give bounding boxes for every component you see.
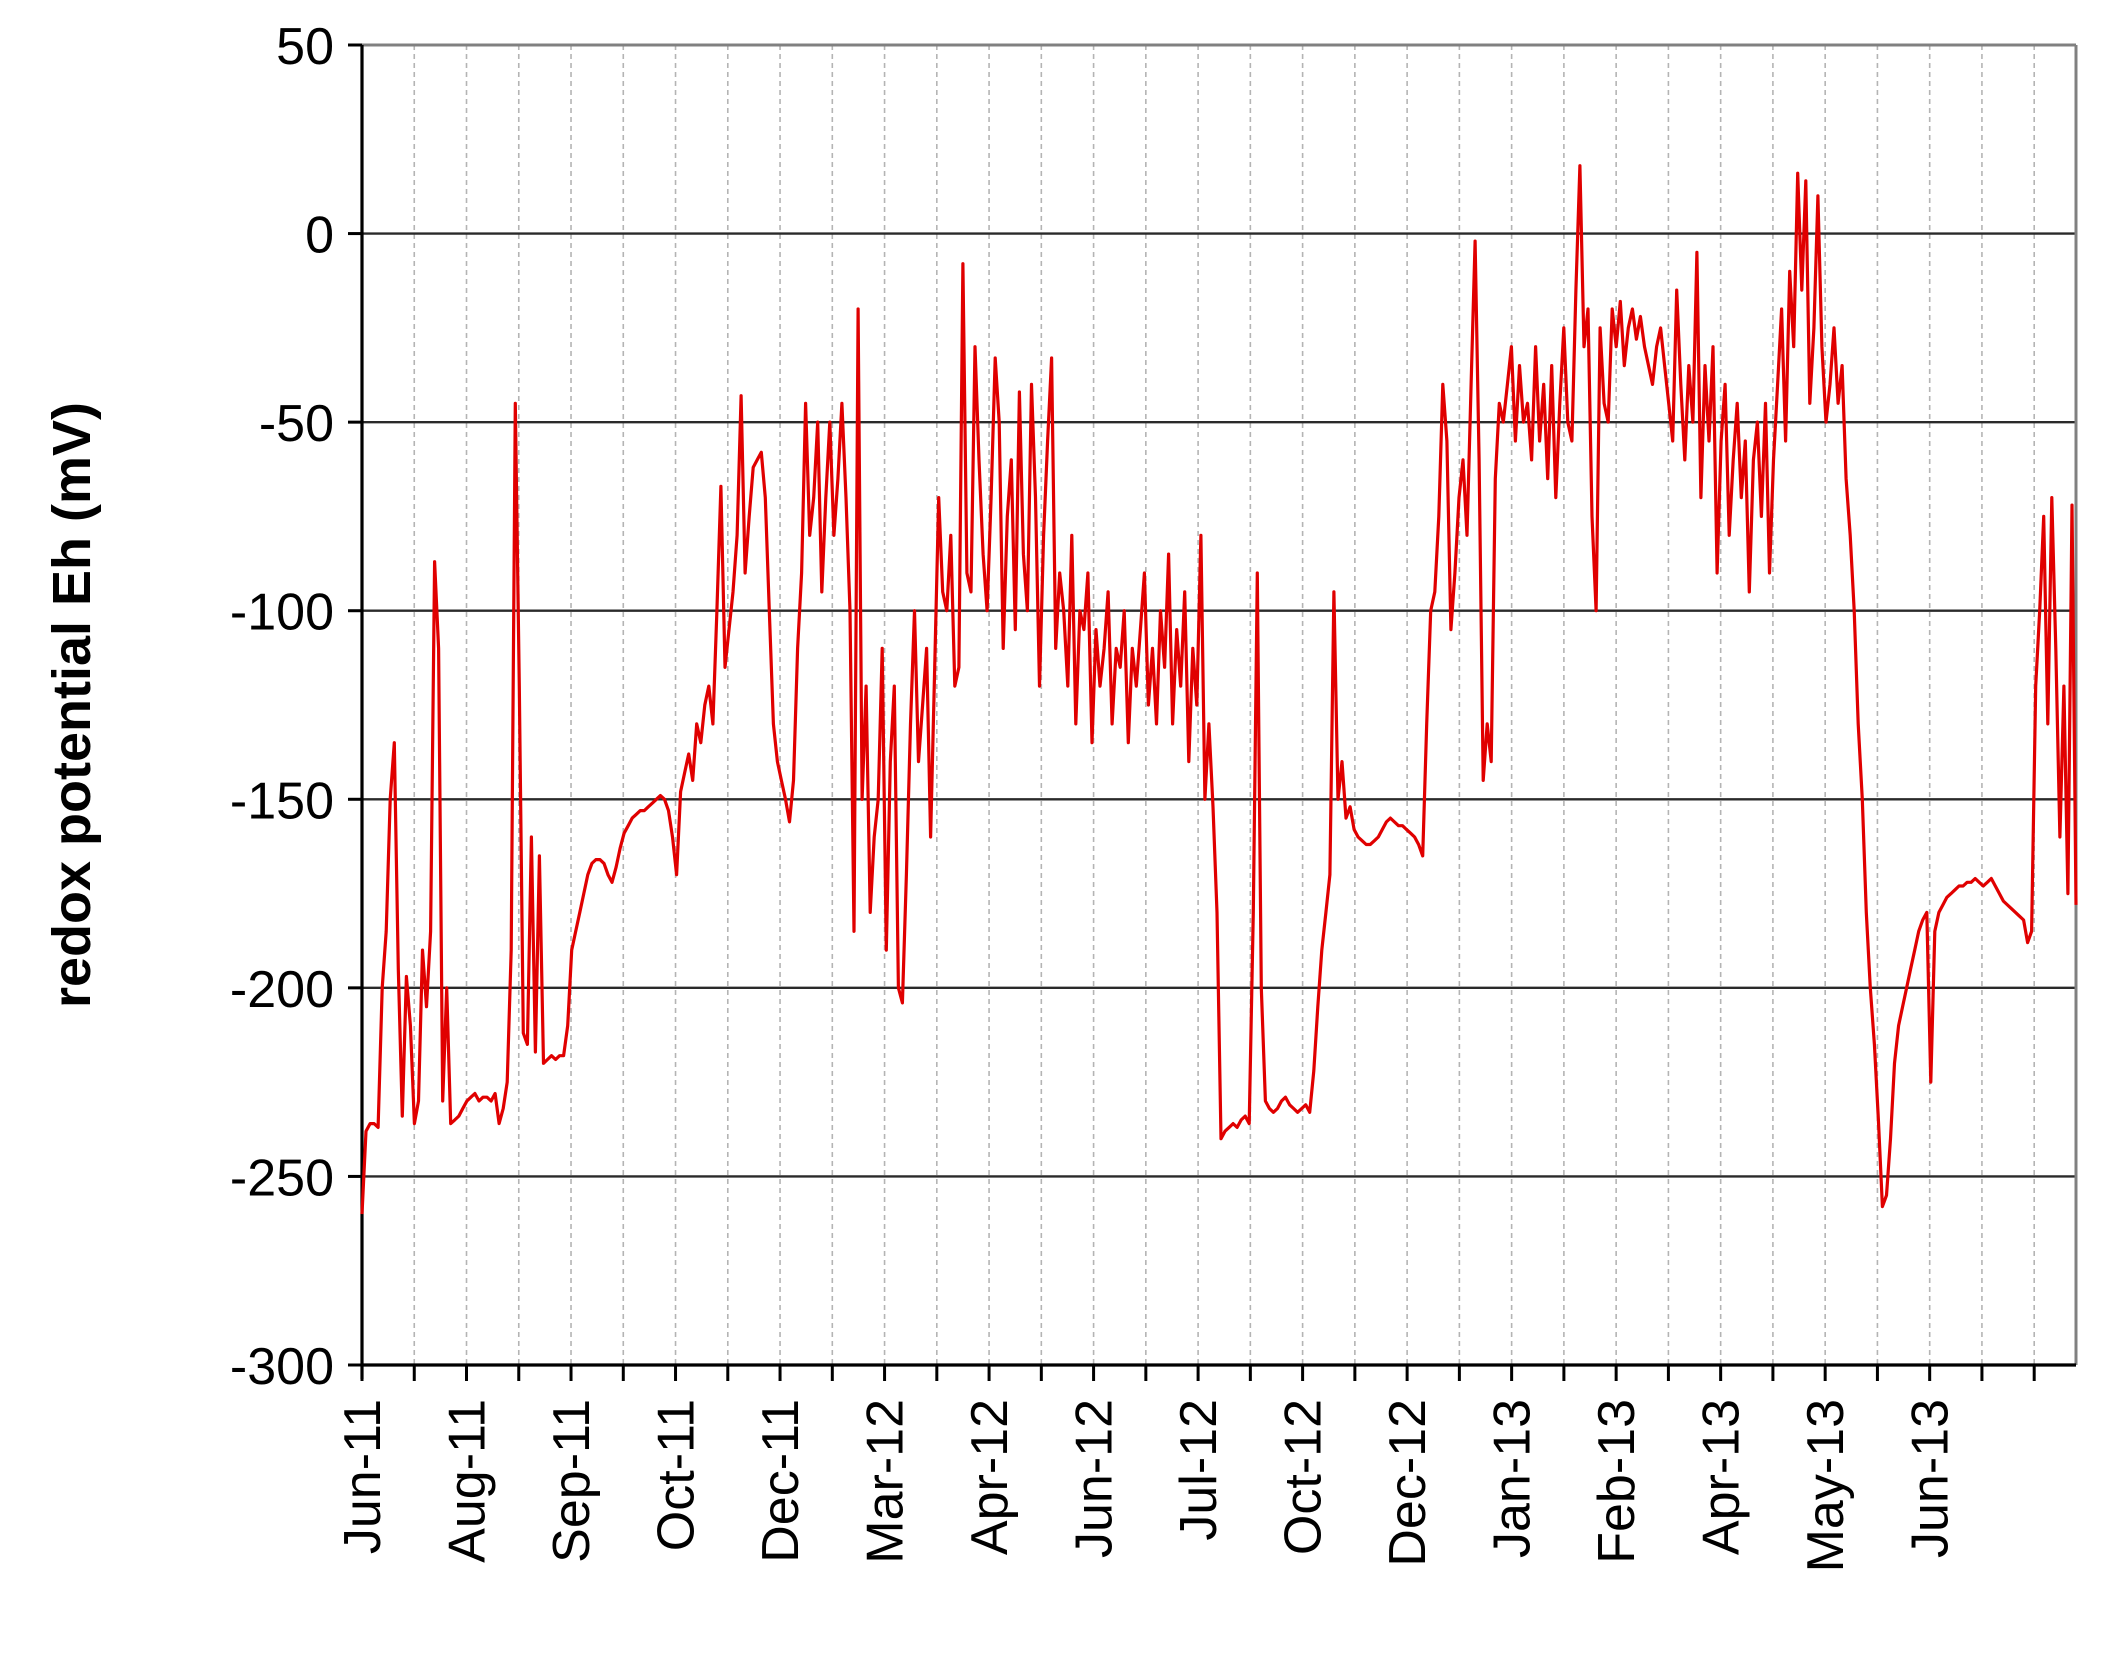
y-tick-label: -300 bbox=[230, 1338, 334, 1396]
y-axis-title: redox potential Eh (mV) bbox=[42, 402, 102, 1008]
x-tick-label: Jun-12 bbox=[1066, 1399, 1124, 1558]
x-tick-label: Jun-11 bbox=[334, 1399, 392, 1554]
x-tick-label: Apr-13 bbox=[1693, 1399, 1751, 1555]
x-tick-label: Mar-12 bbox=[857, 1399, 915, 1564]
y-tick-label: 0 bbox=[305, 207, 334, 265]
plot-area bbox=[362, 45, 2076, 1365]
x-tick-label: Oct-11 bbox=[648, 1399, 706, 1551]
x-tick-label: Aug-11 bbox=[439, 1399, 497, 1563]
x-tick-label: Dec-12 bbox=[1379, 1399, 1437, 1567]
x-tick-label: Jul-12 bbox=[1170, 1399, 1228, 1541]
x-tick-label: Jun-13 bbox=[1902, 1399, 1960, 1558]
y-tick-label: -200 bbox=[230, 961, 334, 1019]
x-tick-label: Apr-12 bbox=[961, 1399, 1019, 1555]
y-tick-label: -250 bbox=[230, 1149, 334, 1207]
x-tick-label: Oct-12 bbox=[1275, 1399, 1333, 1555]
x-tick-label: Dec-11 bbox=[752, 1399, 810, 1563]
y-tick-label: 50 bbox=[276, 18, 334, 76]
series-line bbox=[360, 164, 2078, 1215]
x-tick-label: Jan-13 bbox=[1484, 1399, 1542, 1558]
y-tick-label: -100 bbox=[230, 584, 334, 642]
x-tick-label: Sep-11 bbox=[543, 1399, 601, 1563]
x-tick-label: Feb-13 bbox=[1588, 1399, 1646, 1564]
y-tick-label: -150 bbox=[230, 772, 334, 830]
y-tick-label: -50 bbox=[259, 395, 334, 453]
x-tick-label: May-13 bbox=[1797, 1399, 1855, 1572]
